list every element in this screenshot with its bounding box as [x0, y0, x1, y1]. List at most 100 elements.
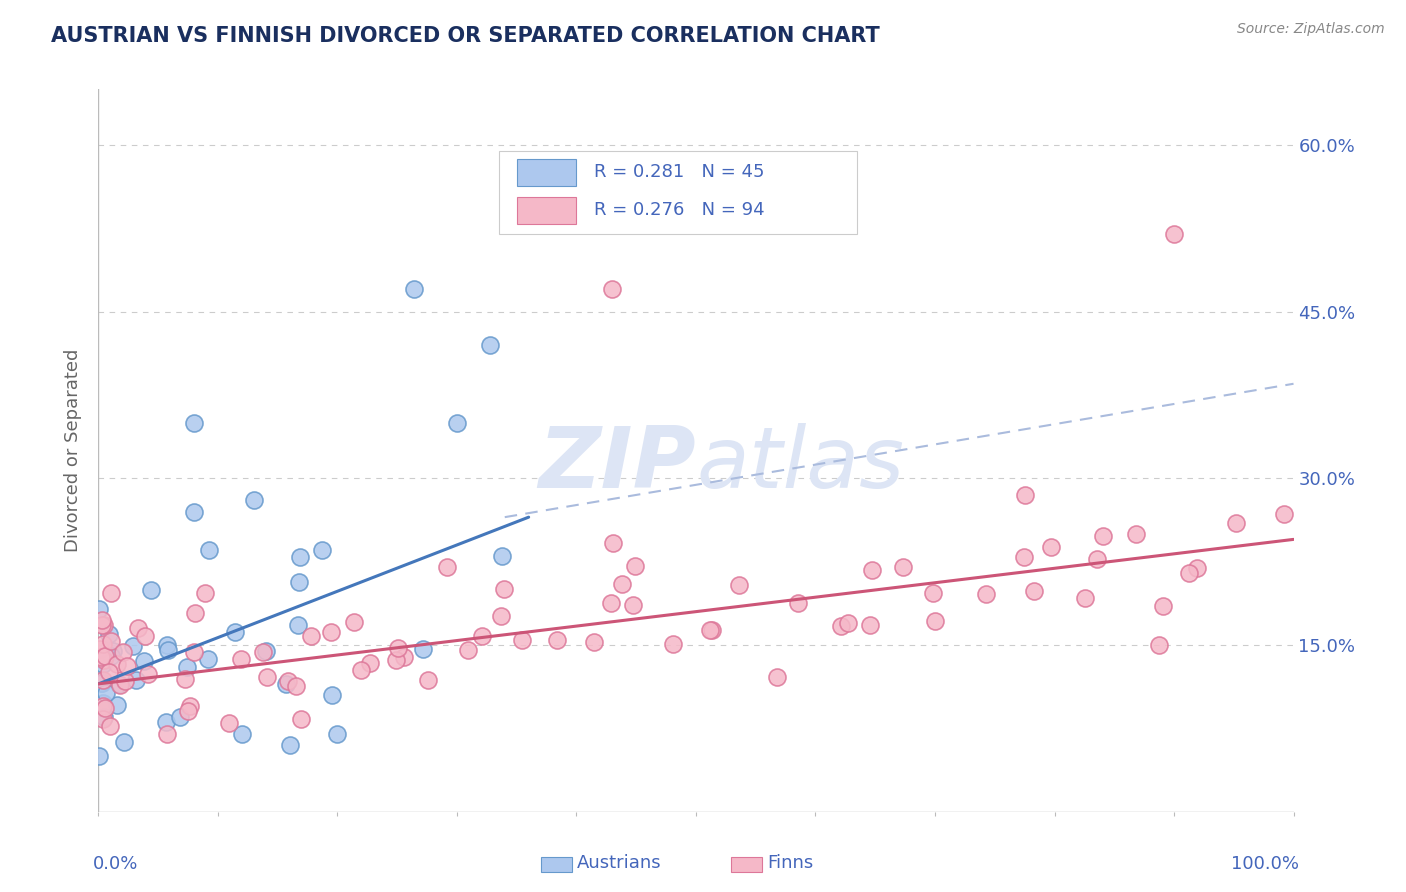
Point	[229, 651, 252, 665]
Point	[90, 675, 112, 690]
Point	[254, 644, 277, 658]
Point	[100, 649, 122, 664]
Point	[108, 678, 131, 692]
Point	[136, 666, 159, 681]
Point	[290, 550, 312, 565]
Point	[156, 638, 179, 652]
Point	[197, 652, 219, 666]
Point	[252, 644, 274, 658]
Point	[93, 709, 115, 723]
Point	[183, 416, 205, 430]
Point	[89, 641, 111, 656]
Point	[179, 699, 201, 714]
Point	[183, 505, 205, 519]
Point	[491, 549, 513, 563]
Point	[87, 749, 110, 764]
Point	[1091, 529, 1114, 543]
Point	[121, 639, 143, 653]
Point	[125, 673, 148, 687]
Point	[600, 597, 623, 611]
Point	[728, 578, 751, 592]
Point	[285, 679, 308, 693]
Text: 100.0%: 100.0%	[1232, 855, 1299, 873]
Text: Source: ZipAtlas.com: Source: ZipAtlas.com	[1237, 22, 1385, 37]
Point	[98, 627, 121, 641]
Point	[105, 698, 128, 712]
Point	[105, 657, 128, 671]
Point	[139, 582, 162, 597]
Point	[156, 727, 179, 741]
Point	[582, 634, 605, 648]
Point	[156, 643, 179, 657]
Point	[702, 623, 724, 637]
Point	[1272, 508, 1295, 522]
Point	[319, 625, 342, 640]
Point	[94, 686, 117, 700]
FancyBboxPatch shape	[517, 159, 576, 186]
Point	[155, 715, 177, 730]
Point	[169, 709, 191, 723]
Point	[1012, 549, 1035, 564]
Point	[891, 560, 914, 574]
Point	[326, 727, 349, 741]
Point	[602, 282, 624, 296]
Point	[311, 543, 333, 558]
Point	[492, 582, 515, 596]
Point	[546, 632, 568, 647]
FancyBboxPatch shape	[517, 197, 576, 224]
Point	[277, 674, 299, 689]
Point	[1147, 638, 1170, 652]
Point	[91, 618, 114, 632]
Point	[93, 618, 115, 632]
Point	[218, 715, 240, 730]
Text: atlas: atlas	[696, 424, 904, 507]
Point	[471, 629, 494, 643]
Point	[1225, 516, 1247, 530]
Point	[416, 673, 439, 687]
Point	[256, 670, 278, 684]
Point	[860, 563, 883, 577]
Point	[112, 735, 135, 749]
Point	[359, 656, 381, 670]
Point	[224, 625, 246, 640]
Point	[98, 719, 121, 733]
Point	[288, 574, 311, 589]
Point	[278, 738, 301, 752]
Point	[287, 617, 309, 632]
Point	[231, 727, 253, 741]
Text: 0.0%: 0.0%	[93, 855, 138, 873]
Point	[1074, 591, 1097, 605]
FancyBboxPatch shape	[499, 151, 858, 234]
Point	[91, 657, 114, 671]
Point	[103, 644, 125, 658]
Point	[243, 493, 266, 508]
Point	[111, 645, 134, 659]
Point	[837, 615, 859, 630]
Point	[924, 614, 946, 628]
Y-axis label: Divorced or Separated: Divorced or Separated	[65, 349, 83, 552]
Point	[94, 701, 117, 715]
Point	[446, 416, 468, 430]
Point	[194, 586, 217, 600]
Point	[412, 642, 434, 657]
Point	[90, 675, 112, 690]
Point	[91, 613, 114, 627]
Point	[134, 629, 156, 643]
Point	[350, 663, 373, 677]
Point	[766, 670, 789, 684]
Text: ZIP: ZIP	[538, 424, 696, 507]
Point	[183, 645, 205, 659]
Point	[624, 558, 647, 573]
Point	[436, 560, 458, 574]
Point	[1014, 488, 1036, 502]
Point	[132, 654, 155, 668]
Point	[1085, 552, 1108, 566]
Point	[91, 698, 114, 713]
Point	[786, 595, 808, 609]
Point	[1022, 583, 1045, 598]
Point	[830, 618, 852, 632]
Point	[510, 633, 533, 648]
Point	[385, 652, 408, 666]
Point	[290, 712, 312, 726]
Point	[602, 535, 624, 549]
